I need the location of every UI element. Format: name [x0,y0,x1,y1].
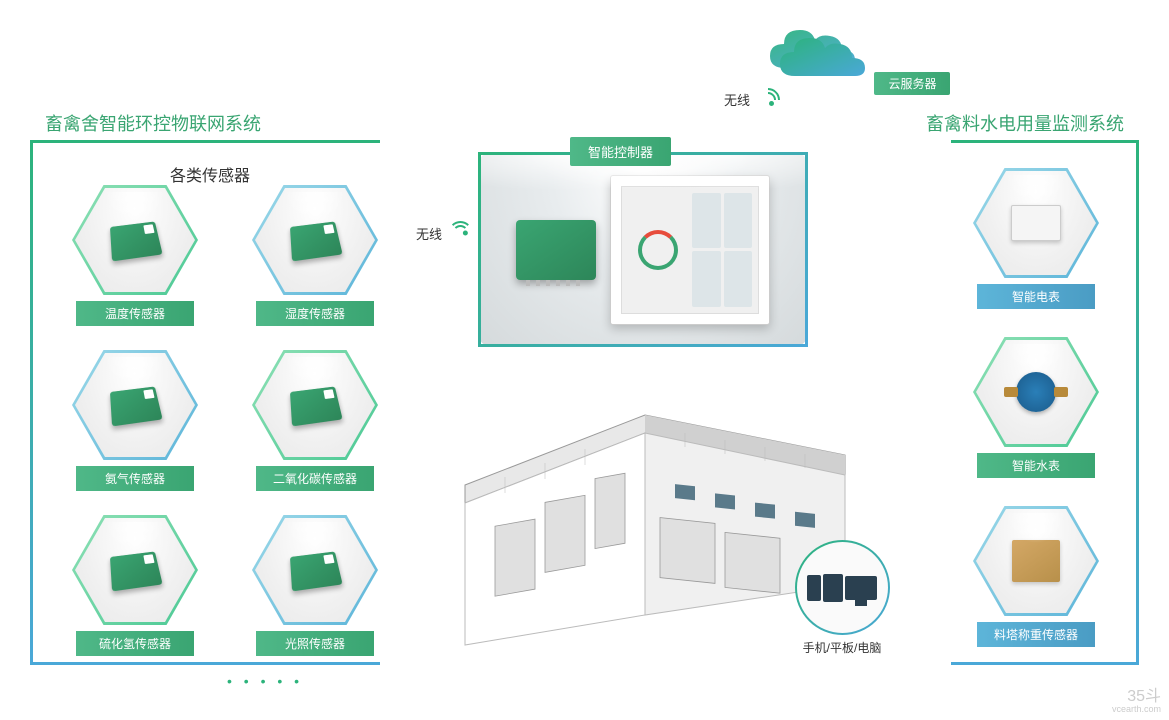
watermark: 35斗 vcearth.com [1112,689,1161,714]
meter-label: 智能水表 [977,453,1095,478]
meter-item: 智能水表 [961,337,1111,492]
sensor-chip-icon [290,221,343,261]
more-dots: • • • • • [227,673,303,689]
meter-item: 智能电表 [961,168,1111,323]
controller-title: 智能控制器 [570,137,671,166]
water-meter-icon [1016,372,1056,412]
tablet-icon [823,574,843,602]
phone-icon [807,575,821,601]
sensor-chip-icon [110,221,163,261]
meter-label: 料塔称重传感器 [977,622,1095,647]
bracket-cut [926,658,951,668]
sensor-label: 温度传感器 [76,301,194,326]
bracket-cut [380,137,405,147]
gauge-icon [638,230,678,270]
sensor-item: 硫化氢传感器 [60,515,210,670]
sensor-item: 二氧化碳传感器 [240,350,390,505]
left-section-title: 畜禽舍智能环控物联网系统 [45,110,261,136]
sensor-grid: 温度传感器 湿度传感器 氨气传感器 二氧化碳传感器 硫化氢传感器 光照传感器 [60,185,400,670]
wifi-icon [443,217,474,248]
client-devices: 手机/平板/电脑 [782,540,902,656]
sensor-item: 氨气传感器 [60,350,210,505]
bracket-cut [926,137,951,147]
sensor-chip-icon [290,386,343,426]
status-tiles [692,193,752,307]
sensor-chip-icon [110,551,163,591]
right-section-title: 畜禽料水电用量监测系统 [926,110,1124,136]
weight-sensor-icon [1012,540,1060,582]
devices-label: 手机/平板/电脑 [782,639,902,656]
monitor-icon [845,576,877,600]
sensor-item: 光照传感器 [240,515,390,670]
wireless-label: 无线 [416,224,442,243]
sensors-subtitle: 各类传感器 [170,162,250,186]
cloud-server: 云服务器 [760,18,950,95]
meter-label: 智能电表 [977,284,1095,309]
cloud-label: 云服务器 [874,72,950,95]
meter-grid: 智能电表 智能水表 料塔称重传感器 [961,168,1121,661]
sensor-item: 湿度传感器 [240,185,390,340]
controller-module-icon [516,220,596,280]
sensor-label: 二氧化碳传感器 [256,466,374,491]
controller-panel [478,152,808,347]
sensor-item: 温度传感器 [60,185,210,340]
electric-meter-icon [1011,205,1061,241]
sensor-label: 光照传感器 [256,631,374,656]
cloud-icon [760,18,870,88]
sensor-label: 湿度传感器 [256,301,374,326]
meter-item: 料塔称重传感器 [961,506,1111,661]
sensor-chip-icon [290,551,343,591]
sensor-label: 氨气传感器 [76,466,194,491]
wireless-label: 无线 [724,90,750,109]
wireless-indicator: 无线 [416,222,470,244]
sensor-label: 硫化氢传感器 [76,631,194,656]
sensor-chip-icon [110,386,163,426]
